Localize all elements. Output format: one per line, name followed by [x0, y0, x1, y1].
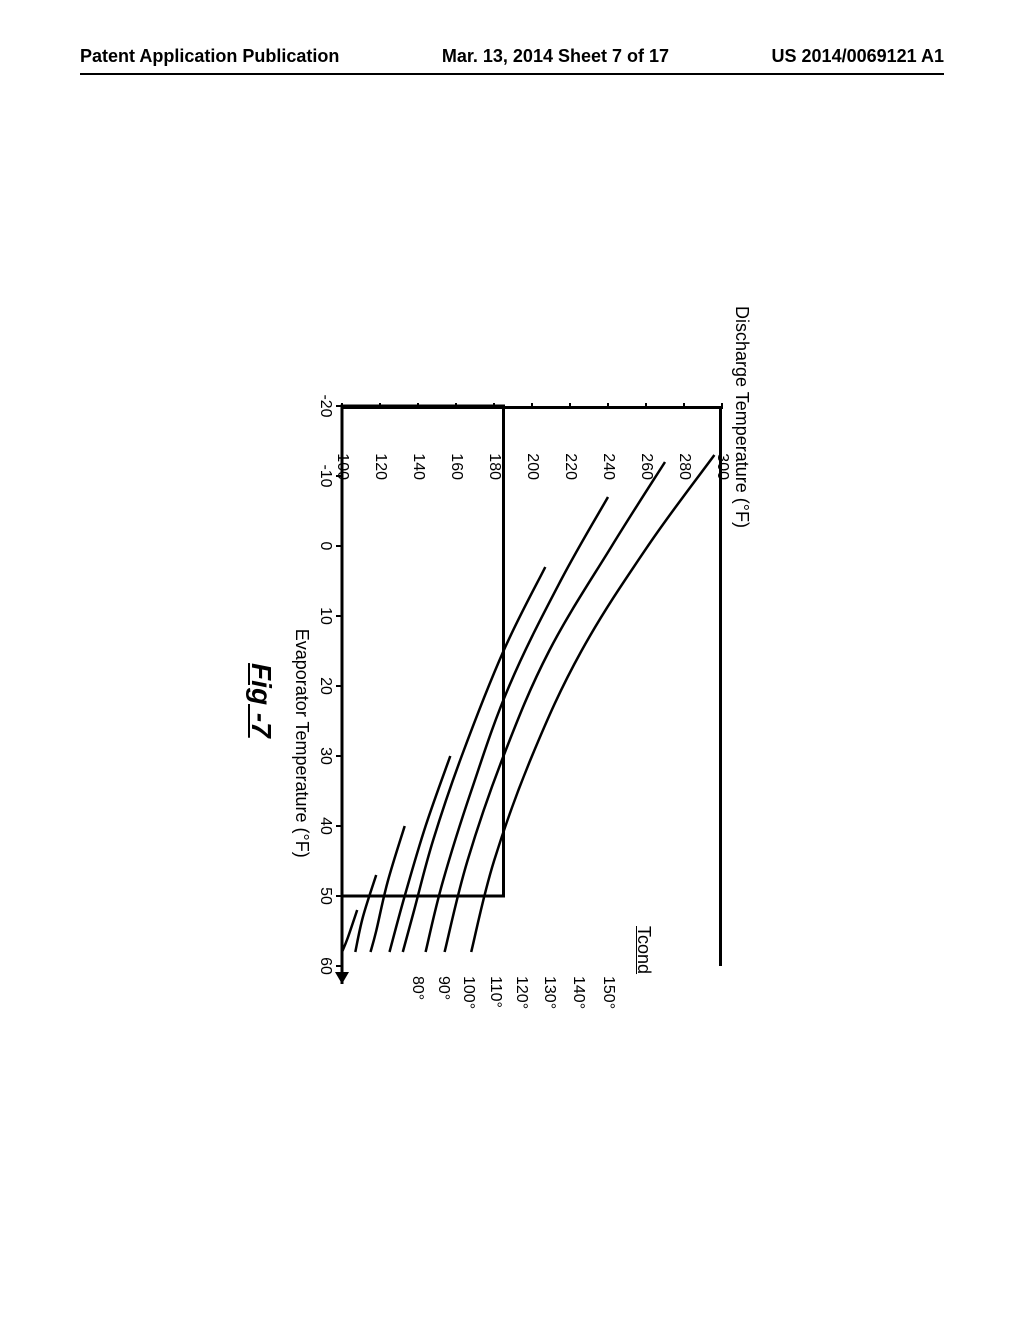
x-tick-label: 10 [316, 607, 334, 625]
y-axis-title: Discharge Temperature (°F) [731, 306, 752, 528]
x-tick-label: 50 [316, 887, 334, 905]
series-label: 130° [540, 976, 558, 1009]
series-label: 140° [569, 976, 587, 1009]
series-label: 120° [512, 976, 530, 1009]
x-tick-label: 60 [316, 957, 334, 975]
x-axis-arrowhead-icon [335, 972, 349, 984]
curve-line [371, 826, 405, 952]
x-tick-label: -20 [316, 395, 334, 418]
series-label: 150° [599, 976, 617, 1009]
curve-line [445, 462, 665, 952]
curve-line [471, 455, 714, 952]
page: Patent Application Publication Mar. 13, … [0, 0, 1024, 1320]
x-axis-title: Evaporator Temperature (°F) [291, 629, 312, 858]
chart-wrapper-rotated: Discharge Temperature (°F) 3002802602402… [272, 326, 752, 1046]
header-right: US 2014/0069121 A1 [772, 46, 944, 67]
figure-label-text: Fig -7 [246, 663, 277, 738]
figure-label: Fig -7 [245, 663, 277, 738]
curve-line [342, 910, 357, 952]
chart-area: Discharge Temperature (°F) 3002802602402… [272, 326, 752, 1046]
chart-svg [342, 406, 722, 966]
x-tick-label: 20 [316, 677, 334, 695]
x-tick-label: 40 [316, 817, 334, 835]
series-label: 100° [459, 976, 477, 1009]
tcond-label: Tcond [633, 926, 654, 974]
curve-line [390, 756, 451, 952]
series-label: 110° [486, 976, 504, 1008]
series-label: 90° [434, 976, 452, 1000]
header-center: Mar. 13, 2014 Sheet 7 of 17 [442, 46, 669, 67]
x-tick-label: -10 [316, 465, 334, 488]
page-header: Patent Application Publication Mar. 13, … [80, 46, 944, 75]
header-left: Patent Application Publication [80, 46, 339, 67]
x-tick-label: 30 [316, 747, 334, 765]
x-tick-label: 0 [316, 542, 334, 551]
series-label: 80° [408, 976, 426, 1000]
